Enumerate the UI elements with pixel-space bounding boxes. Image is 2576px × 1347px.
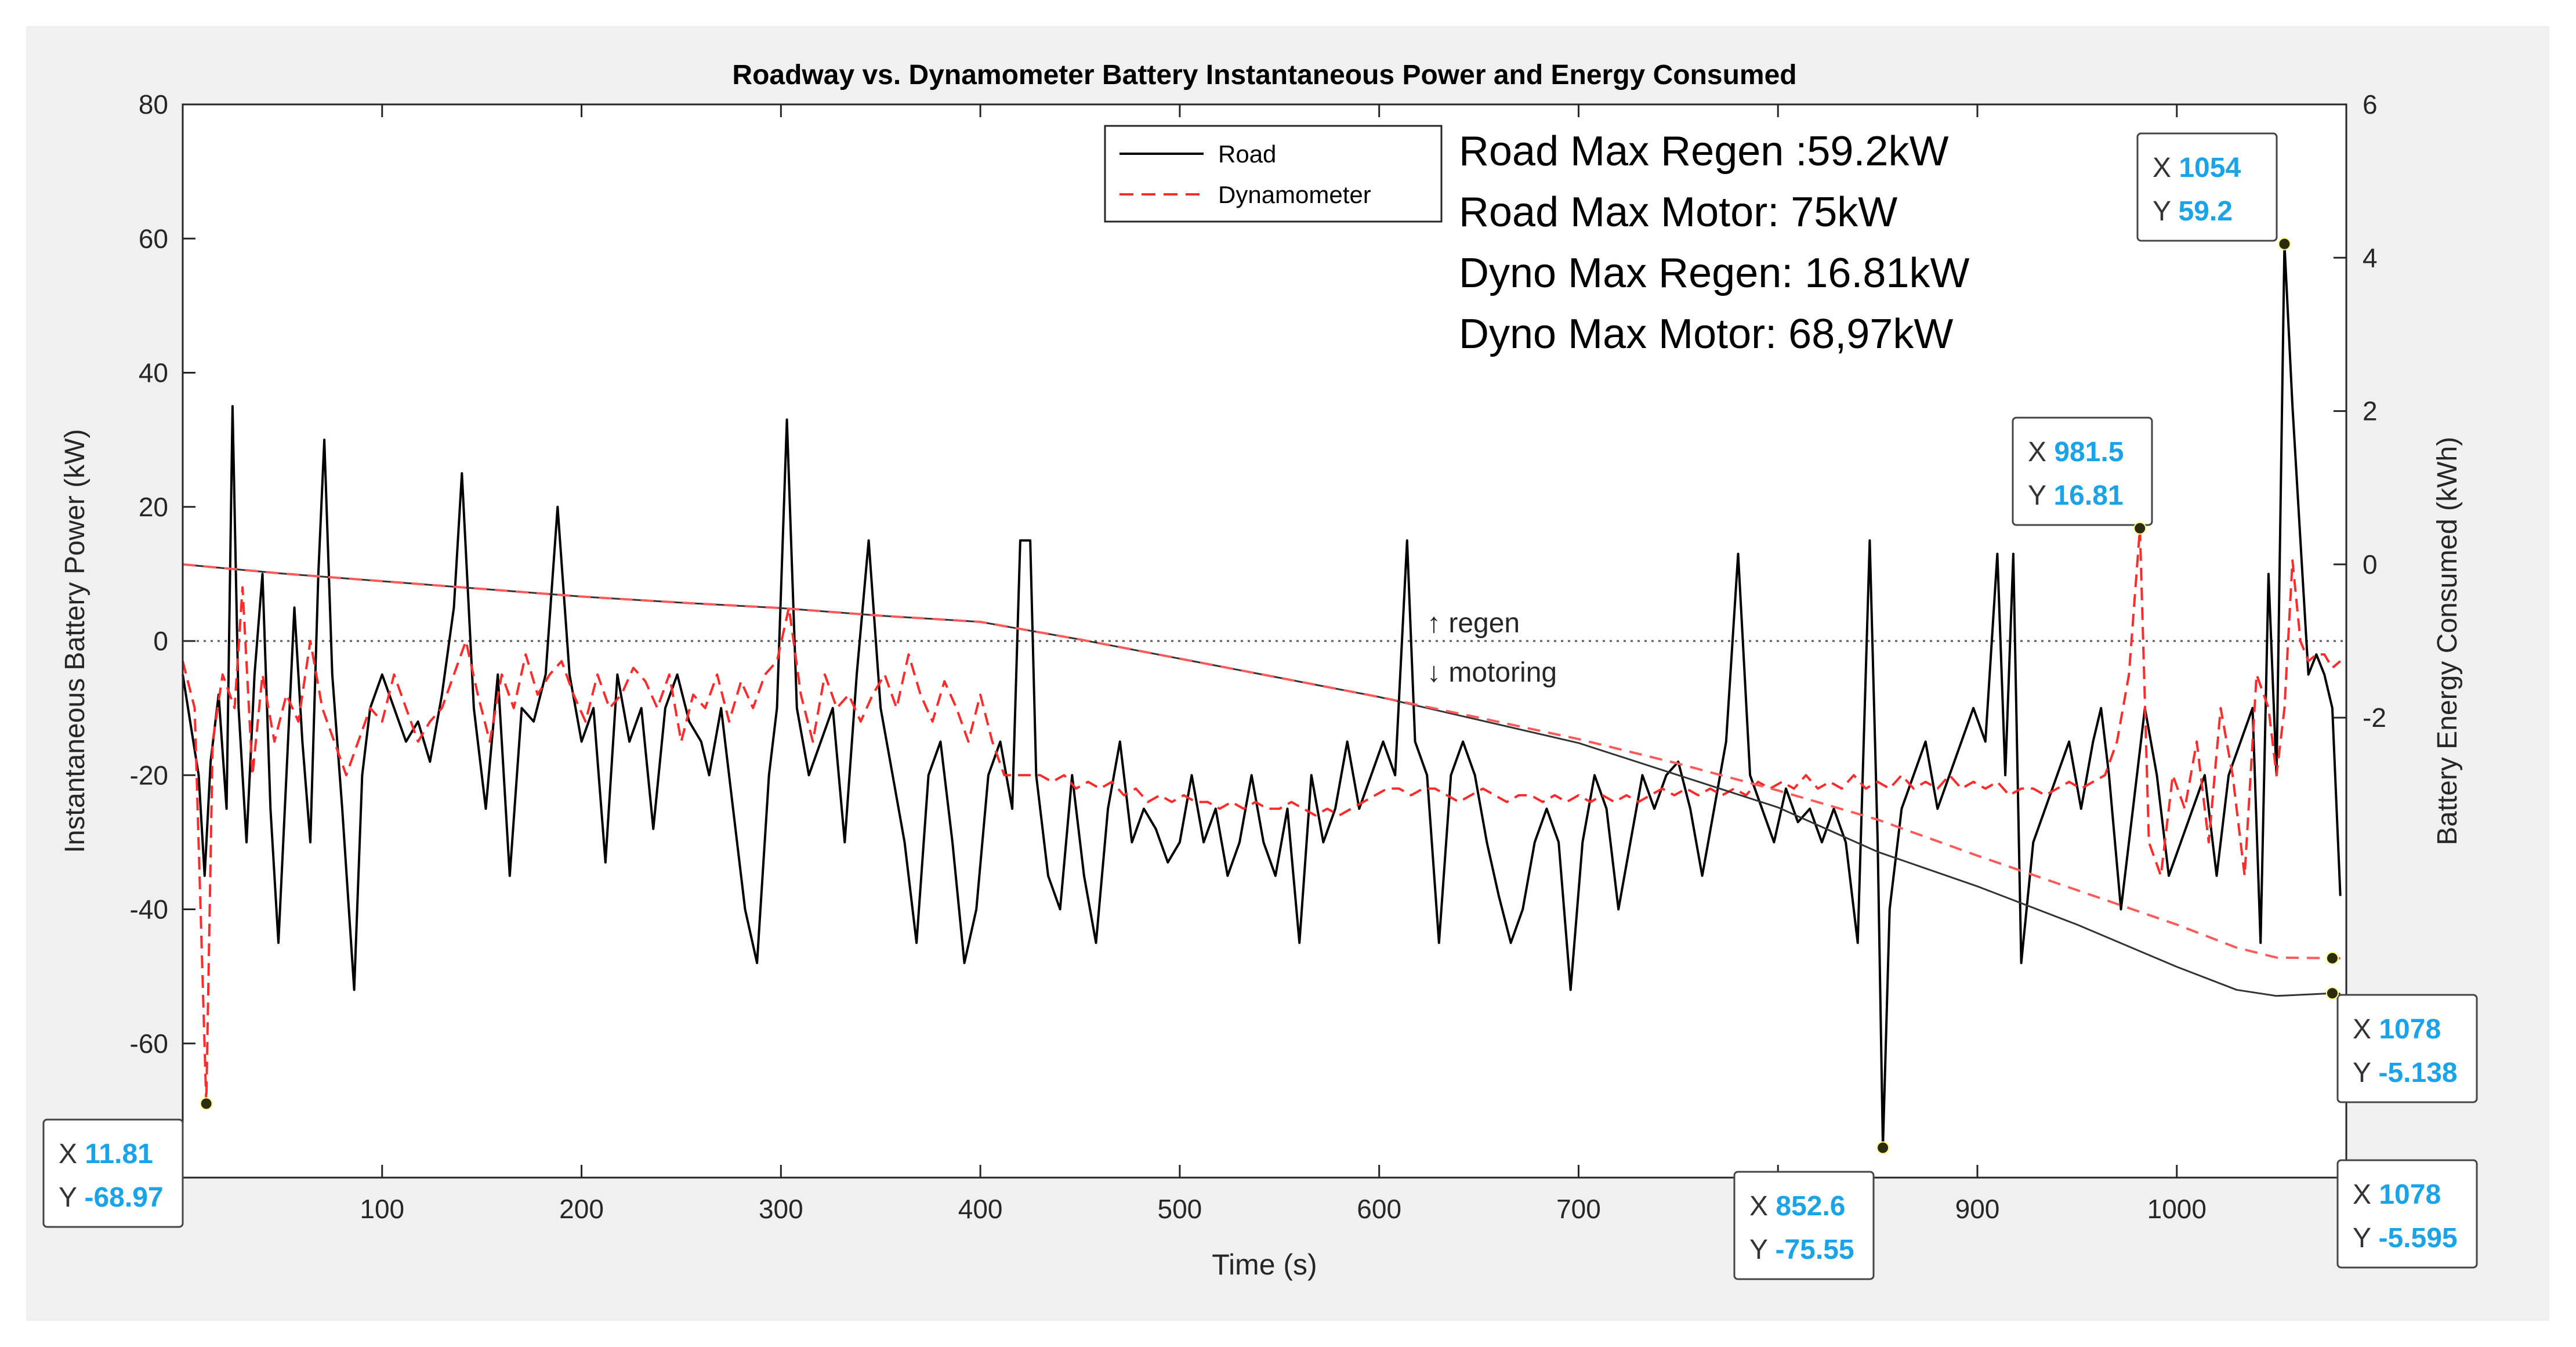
datatip[interactable]: X 1078 Y -5.595 bbox=[2325, 987, 2478, 1269]
datatip-x: X 981.5 bbox=[2028, 437, 2124, 468]
x-tick-label: 600 bbox=[1357, 1194, 1401, 1224]
chart-title: Roadway vs. Dynamometer Battery Instanta… bbox=[732, 60, 1796, 90]
datatip[interactable]: X 852.6 Y -75.55 bbox=[1733, 1141, 1890, 1280]
datatip[interactable]: X 11.81 Y -68.97 bbox=[42, 1097, 213, 1228]
datatip-x: X 11.81 bbox=[59, 1139, 153, 1169]
y-tick-label-left: 60 bbox=[139, 223, 168, 254]
datatip-marker bbox=[2133, 522, 2147, 535]
chart-figure: 1002003004005006007008009001000-60-40-20… bbox=[26, 26, 2549, 1321]
legend-dyno-label: Dynamometer bbox=[1218, 181, 1371, 208]
datatip-x: X 1078 bbox=[2353, 1014, 2441, 1045]
y-tick-label-left: 80 bbox=[139, 89, 168, 120]
legend-box bbox=[1104, 125, 1443, 223]
y-tick-label-left: -20 bbox=[130, 760, 168, 790]
dyno-power-line bbox=[182, 527, 2341, 1105]
y-tick-label-right: -2 bbox=[2363, 703, 2386, 733]
datatip-y: Y -68.97 bbox=[59, 1182, 164, 1213]
datatip-box bbox=[2012, 417, 2153, 526]
stat-dyno-max-regen: Dyno Max Regen: 16.81kW bbox=[1459, 250, 1969, 296]
datatip-y: Y -5.595 bbox=[2353, 1223, 2458, 1254]
y-tick-label-left: -40 bbox=[130, 895, 168, 925]
datatip-y: Y 59.2 bbox=[2153, 196, 2233, 227]
regen-annotation: ↑ regen bbox=[1427, 608, 1520, 639]
stats-annotation: Road Max Regen :59.2kW Road Max Motor: 7… bbox=[1459, 128, 1969, 357]
x-tick-label: 900 bbox=[1955, 1194, 2000, 1224]
datatip-marker bbox=[200, 1097, 213, 1110]
datatip[interactable]: X 981.5 Y 16.81 bbox=[2012, 417, 2153, 535]
y-axis-label-right: Battery Energy Consumed (kWh) bbox=[2432, 437, 2463, 845]
legend: Road Dynamometer bbox=[1104, 125, 1443, 223]
x-tick-label: 300 bbox=[759, 1194, 803, 1224]
y-tick-label-left: -60 bbox=[130, 1029, 168, 1059]
legend-road-label: Road bbox=[1218, 140, 1276, 168]
x-axis-label: Time (s) bbox=[1212, 1248, 1317, 1281]
datatip-marker bbox=[2278, 237, 2291, 251]
datatip-marker bbox=[2325, 951, 2339, 965]
dyno-energy-line bbox=[182, 563, 2340, 960]
motoring-annotation: ↓ motoring bbox=[1427, 657, 1557, 688]
datatip-box bbox=[42, 1118, 184, 1228]
y-tick-label-right: 4 bbox=[2363, 242, 2378, 273]
datatip-x: X 852.6 bbox=[1749, 1191, 1845, 1222]
y-tick-label-right: 0 bbox=[2363, 549, 2378, 580]
y-tick-label-right: 2 bbox=[2363, 396, 2378, 426]
datatip[interactable]: X 1054 Y 59.2 bbox=[2136, 132, 2291, 251]
datatip-y: Y -75.55 bbox=[1749, 1234, 1854, 1265]
datatip-y: Y 16.81 bbox=[2028, 480, 2124, 511]
y-tick-label-left: 40 bbox=[139, 358, 168, 388]
x-tick-label: 500 bbox=[1158, 1194, 1202, 1224]
x-tick-label: 700 bbox=[1556, 1194, 1601, 1224]
datatip-box bbox=[2336, 1159, 2478, 1269]
x-tick-label: 200 bbox=[559, 1194, 604, 1224]
y-tick-label-left: 0 bbox=[153, 626, 168, 656]
chart: 1002003004005006007008009001000-60-40-20… bbox=[42, 60, 2478, 1281]
datatip-marker bbox=[1876, 1141, 1890, 1154]
datatip-box bbox=[1733, 1171, 1875, 1280]
x-tick-label: 100 bbox=[360, 1194, 404, 1224]
datatip-x: X 1054 bbox=[2153, 153, 2241, 183]
y-tick-label-right: 6 bbox=[2363, 89, 2378, 120]
y-tick-label-left: 20 bbox=[139, 492, 168, 522]
datatip-marker bbox=[2325, 987, 2339, 1000]
datatip-box bbox=[2336, 994, 2478, 1103]
stat-road-max-motor: Road Max Motor: 75kW bbox=[1459, 189, 1897, 236]
x-tick-label: 400 bbox=[958, 1194, 1003, 1224]
datatip-y: Y -5.138 bbox=[2353, 1058, 2458, 1088]
datatip[interactable]: X 1078 Y -5.138 bbox=[2325, 951, 2478, 1103]
stat-road-max-regen: Road Max Regen :59.2kW bbox=[1459, 128, 1948, 175]
y-axis-label-left: Instantaneous Battery Power (kW) bbox=[60, 429, 90, 853]
x-tick-label: 1000 bbox=[2147, 1194, 2207, 1224]
datatip-box bbox=[2136, 132, 2278, 242]
stat-dyno-max-motor: Dyno Max Motor: 68,97kW bbox=[1459, 311, 1953, 357]
datatip-x: X 1078 bbox=[2353, 1179, 2441, 1210]
